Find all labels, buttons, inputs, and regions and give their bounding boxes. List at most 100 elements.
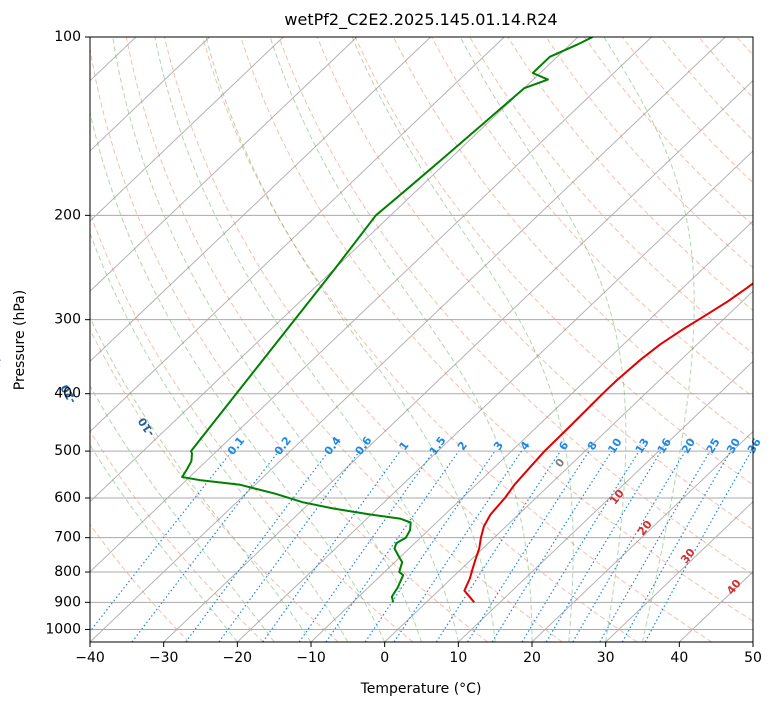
moist-adiabat-line [351, 37, 574, 642]
dry-adiabat-line [90, 328, 339, 642]
moist-adiabat-line [269, 37, 533, 642]
y-tick-label: 700 [54, 530, 81, 546]
x-tick-label: 50 [744, 650, 762, 666]
dry-adiabat-line [163, 37, 638, 642]
isotherm-line [163, 80, 753, 642]
y-axis-label: Pressure (hPa) [12, 290, 28, 390]
moist-adiabat-label: 40 [724, 577, 744, 597]
moist-adiabat-label: 20 [635, 518, 655, 538]
mixing-ratio-line [262, 450, 401, 642]
mixing-ratio-line [90, 450, 233, 633]
mixing-ratio-line [185, 450, 330, 642]
dry-adiabat-line [240, 37, 753, 622]
x-tick-label: 10 [449, 650, 467, 666]
isotherm-line [384, 290, 753, 642]
mixing-ratio-label: 30 [724, 436, 743, 456]
mixing-ratio-line [435, 450, 561, 642]
mixing-ratio-label: 0.4 [322, 434, 344, 458]
isotherm-line [457, 360, 753, 642]
isotherm-line [90, 37, 431, 363]
chart-title: wetPf2_C2E2.2025.145.01.14.R24 [284, 10, 557, 30]
isotherm-line [0, 37, 62, 642]
isotherm-line [90, 37, 358, 292]
y-tick-label: 900 [54, 594, 81, 610]
x-tick-label: 20 [523, 650, 541, 666]
x-tick-label: −40 [75, 650, 105, 666]
moist-adiabat-line [205, 37, 496, 642]
mixing-ratio-label: 13 [633, 436, 652, 456]
x-tick-label: 0 [380, 650, 389, 666]
moist-adiabat-line [90, 444, 238, 642]
dry-adiabat-line [90, 45, 488, 642]
dry-adiabat-line [583, 37, 753, 226]
dry-adiabat-line [354, 37, 753, 486]
dry-adiabat-line [392, 37, 753, 442]
x-tick-label: 40 [670, 650, 688, 666]
dry-adiabat-label: -30 [0, 346, 6, 370]
mixing-ratio-line [644, 450, 752, 642]
dry-adiabat-line [698, 37, 753, 99]
plot-frame [89, 36, 754, 643]
dry-adiabat-line [621, 37, 753, 184]
isotherm-line [90, 37, 579, 503]
dry-adiabat-line [469, 37, 753, 355]
y-tick-label: 100 [54, 29, 81, 45]
mixing-ratio-line [131, 450, 280, 642]
mixing-ratio-line [599, 450, 711, 642]
dry-adiabat-line [736, 37, 753, 56]
y-tick-label: 300 [54, 312, 81, 328]
isotherm-line [605, 500, 753, 642]
y-tick-label: 800 [54, 564, 81, 580]
y-tick-label: 600 [54, 490, 81, 506]
isotherm-line [90, 37, 284, 222]
mixing-ratio-label: 1.5 [427, 434, 449, 457]
mixing-ratio-line [325, 450, 460, 642]
mixing-ratio-label: 36 [745, 436, 764, 456]
mixing-ratio-line [466, 450, 590, 642]
dry-adiabat-line [545, 37, 753, 269]
mixing-ratio-line [621, 450, 732, 642]
dry-adiabat-line [90, 523, 190, 642]
mixing-ratio-label: 25 [704, 436, 723, 456]
mixing-ratio-label: 20 [679, 436, 698, 456]
dry-adiabat-line [90, 211, 414, 642]
moist-adiabat-line [90, 231, 349, 642]
mixing-ratio-line [393, 450, 523, 642]
dry-adiabat-line [316, 37, 753, 531]
dry-adiabat-line [125, 37, 563, 642]
mixing-ratio-label: 0.2 [272, 434, 294, 457]
x-tick-label: 30 [597, 650, 615, 666]
isotherm-line [90, 37, 726, 642]
isotherm-line [752, 641, 753, 642]
mixing-ratio-line [218, 450, 361, 642]
mixing-ratio-line [364, 450, 496, 642]
temperature-profile [463, 282, 753, 603]
x-tick-label: −20 [223, 650, 253, 666]
mixing-ratio-label: 0.1 [225, 434, 247, 457]
mixing-ratio-line [298, 450, 435, 642]
x-tick-label: −30 [149, 650, 179, 666]
moist-adiabat-line [459, 37, 627, 642]
mixing-ratio-label: 10 [605, 436, 624, 456]
moist-adiabat-line [154, 37, 459, 642]
moist-adiabat-line [112, 37, 422, 642]
x-axis-label: Temperature (°C) [360, 681, 482, 697]
mixing-ratio-line [521, 450, 640, 642]
y-tick-label: 1000 [45, 621, 81, 637]
dewpoint-profile [181, 37, 594, 603]
x-tick-label: −10 [296, 650, 326, 666]
mixing-ratio-line [491, 450, 613, 642]
isotherm-line [90, 37, 652, 573]
isotherm-line [90, 37, 505, 433]
dry-adiabat-label: -10 [135, 415, 157, 439]
isotherm-line [531, 430, 753, 642]
moist-adiabat-line [603, 37, 695, 642]
isotherm-line [236, 150, 753, 642]
dry-adiabat-line [90, 429, 264, 642]
y-tick-label: 200 [54, 207, 81, 223]
moist-adiabat-label: 0 [553, 456, 568, 470]
moist-adiabat-line [90, 109, 386, 642]
moist-adiabat-line [90, 384, 275, 642]
isotherm-line [310, 220, 753, 642]
